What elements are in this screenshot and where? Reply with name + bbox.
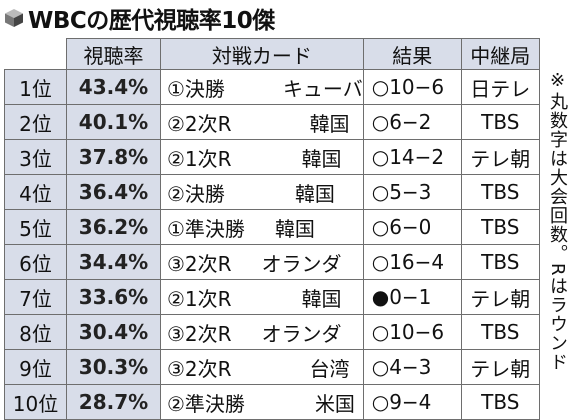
opponent-label: 韓国	[294, 181, 335, 206]
table-row: 2位 40.1% ②2次R 韓国 ○6−2 TBS	[4, 104, 540, 140]
page-title: WBCの歴代視聴率10傑	[28, 8, 275, 34]
result-cell: ○5−3	[362, 174, 462, 210]
result-cell: ○6−2	[362, 104, 462, 140]
result-cell: ○4−3	[362, 349, 462, 385]
table-row: 8位 30.4% ③2次R オランダ ○10−6 TBS	[4, 314, 540, 350]
header-row: 視聴率 対戦カード 結果 中継局	[4, 38, 540, 70]
result-cell: ○6−0	[362, 209, 462, 245]
footnote: ※丸数字は大会回数。Rはラウンド	[547, 70, 568, 372]
round-label: ②1次R	[167, 286, 232, 311]
broadcaster-cell: テレ朝	[460, 139, 540, 175]
opponent-label: 韓国	[301, 146, 342, 171]
table-row: 9位 30.3% ③2次R 台湾 ○4−3 テレ朝	[4, 349, 540, 385]
rating-cell: 33.6%	[66, 279, 161, 315]
matchup-cell: ②決勝 韓国	[160, 174, 364, 210]
rating-cell: 36.2%	[66, 209, 161, 245]
matchup-cell: ②準決勝 米国	[160, 384, 364, 420]
round-label: ②1次R	[167, 146, 232, 171]
broadcaster-cell: TBS	[460, 174, 540, 210]
round-label: ③2次R	[167, 321, 232, 346]
matchup-cell: ③2次R 台湾	[160, 349, 364, 385]
rating-cell: 37.8%	[66, 139, 161, 175]
header-card: 対戦カード	[160, 38, 364, 70]
round-label: ①準決勝	[167, 216, 245, 241]
opponent-label: オランダ	[261, 251, 342, 276]
opponent-label: 韓国	[301, 286, 342, 311]
rank-cell: 5位	[4, 209, 67, 245]
round-label: ③2次R	[167, 251, 232, 276]
header-blank	[4, 38, 67, 70]
table-row: 4位 36.4% ②決勝 韓国 ○5−3 TBS	[4, 174, 540, 210]
table-row: 3位 37.8% ②1次R 韓国 ○14−2 テレ朝	[4, 139, 540, 175]
broadcaster-cell: TBS	[460, 314, 540, 350]
matchup-cell: ②1次R 韓国	[160, 279, 364, 315]
opponent-label: 韓国	[309, 111, 350, 136]
opponent-label: キューバ	[282, 76, 363, 101]
matchup-cell: ①準決勝 韓国	[160, 209, 364, 245]
table-row: 1位 43.4% ①決勝 キューバ ○10−6 日テレ	[4, 69, 540, 105]
broadcaster-cell: テレ朝	[460, 349, 540, 385]
header-broadcaster: 中継局	[460, 38, 540, 70]
round-label: ③2次R	[167, 356, 232, 381]
table-row: 10位 28.7% ②準決勝 米国 ○9−4 TBS	[4, 384, 540, 420]
rating-cell: 40.1%	[66, 104, 161, 140]
rank-cell: 9位	[4, 349, 67, 385]
opponent-label: 韓国	[274, 216, 315, 241]
matchup-cell: ③2次R オランダ	[160, 244, 364, 280]
rating-cell: 30.3%	[66, 349, 161, 385]
header-rating: 視聴率	[66, 38, 161, 70]
matchup-cell: ②1次R 韓国	[160, 139, 364, 175]
rating-cell: 36.4%	[66, 174, 161, 210]
rating-cell: 30.4%	[66, 314, 161, 350]
round-label: ②決勝	[167, 181, 225, 206]
result-cell: ○16−4	[362, 244, 462, 280]
opponent-label: 台湾	[309, 356, 350, 381]
ratings-table: 視聴率 対戦カード 結果 中継局 1位 43.4% ①決勝 キューバ ○10−6 日テレ 2…	[4, 38, 540, 420]
header-result: 結果	[362, 38, 462, 70]
broadcaster-cell: 日テレ	[460, 69, 540, 105]
rank-cell: 10位	[4, 384, 67, 420]
broadcaster-cell: TBS	[460, 209, 540, 245]
broadcaster-cell: TBS	[460, 104, 540, 140]
opponent-label: オランダ	[261, 321, 342, 346]
broadcaster-cell: テレ朝	[460, 279, 540, 315]
cube-icon	[5, 9, 23, 27]
table-row: 5位 36.2% ①準決勝 韓国 ○6−0 TBS	[4, 209, 540, 245]
round-label: ②準決勝	[167, 391, 245, 416]
rank-cell: 3位	[4, 139, 67, 175]
rank-cell: 8位	[4, 314, 67, 350]
matchup-cell: ③2次R オランダ	[160, 314, 364, 350]
round-label: ②2次R	[167, 111, 232, 136]
rating-cell: 34.4%	[66, 244, 161, 280]
opponent-label: 米国	[314, 391, 355, 416]
result-cell: ○10−6	[362, 69, 462, 105]
title-row: WBCの歴代視聴率10傑	[4, 3, 275, 34]
rating-cell: 43.4%	[66, 69, 161, 105]
rank-cell: 1位	[4, 69, 67, 105]
rating-cell: 28.7%	[66, 384, 161, 420]
rank-cell: 2位	[4, 104, 67, 140]
result-cell: ○9−4	[362, 384, 462, 420]
table-row: 7位 33.6% ②1次R 韓国 ●0−1 テレ朝	[4, 279, 540, 315]
broadcaster-cell: TBS	[460, 244, 540, 280]
result-cell: ○10−6	[362, 314, 462, 350]
round-label: ①決勝	[167, 76, 225, 101]
result-cell: ○14−2	[362, 139, 462, 175]
table-row: 6位 34.4% ③2次R オランダ ○16−4 TBS	[4, 244, 540, 280]
matchup-cell: ①決勝 キューバ	[160, 69, 364, 105]
broadcaster-cell: TBS	[460, 384, 540, 420]
result-cell: ●0−1	[362, 279, 462, 315]
matchup-cell: ②2次R 韓国	[160, 104, 364, 140]
table-body: 1位 43.4% ①決勝 キューバ ○10−6 日テレ 2位 40.1% ②2次R 韓国 ○6−2 T…	[4, 69, 540, 420]
rank-cell: 6位	[4, 244, 67, 280]
rank-cell: 7位	[4, 279, 67, 315]
rank-cell: 4位	[4, 174, 67, 210]
